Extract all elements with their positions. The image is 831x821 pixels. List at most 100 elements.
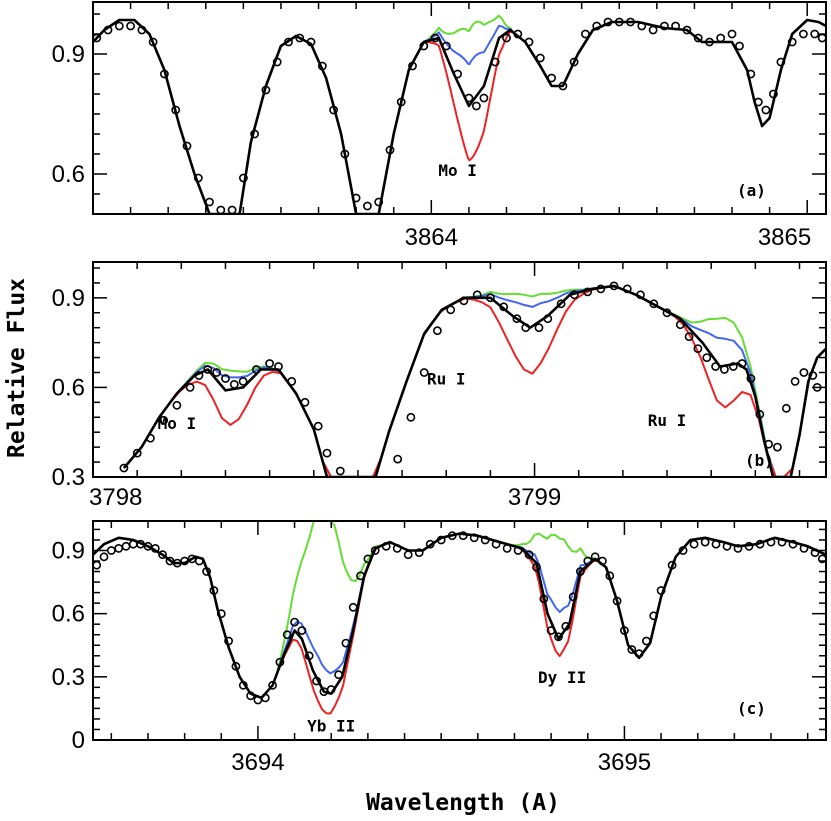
observed-data-point	[300, 397, 310, 407]
x-tick-label: 3695	[598, 749, 651, 776]
observed-data-point	[746, 69, 756, 79]
observed-data-point	[512, 314, 522, 324]
observed-data-point	[583, 556, 593, 566]
observed-data-point	[295, 33, 305, 43]
synth-no-element-line	[419, 14, 515, 50]
observed-data-point	[766, 537, 776, 547]
observed-data-point	[392, 544, 402, 553]
observed-data-point	[238, 680, 248, 690]
plot-frame	[92, 261, 827, 478]
y-tick-label: 0.6	[52, 161, 85, 188]
observed-data-point	[304, 651, 314, 661]
observed-data-point	[744, 541, 754, 551]
y-axis-label: Relative Flux	[4, 278, 30, 458]
observed-data-point	[627, 645, 637, 654]
observed-data-point	[132, 448, 142, 458]
observed-data-point	[406, 412, 416, 422]
observed-data-point	[769, 89, 778, 99]
observed-data-point	[716, 33, 726, 43]
observed-data-point	[556, 299, 566, 309]
observed-data-point	[385, 145, 395, 155]
observed-data-point	[313, 421, 323, 431]
line-annotation: Ru I	[648, 411, 687, 430]
observed-data-point	[810, 29, 820, 39]
observed-data-point	[419, 41, 429, 51]
observed-data-point	[275, 657, 285, 667]
observed-data-point	[159, 69, 169, 79]
observed-data-point	[684, 332, 694, 342]
observed-data-point	[172, 400, 182, 410]
observed-data-point	[414, 548, 424, 557]
observed-data-point	[137, 25, 147, 35]
observed-data-point	[229, 379, 239, 389]
observed-data-point	[700, 537, 710, 547]
x-tick-label: 3865	[758, 224, 811, 251]
observed-data-point	[374, 197, 384, 207]
observed-data-point	[524, 37, 534, 47]
observed-data-point	[513, 29, 523, 39]
observed-data-point	[182, 141, 192, 151]
observed-data-point	[393, 454, 403, 464]
observed-data-point	[261, 85, 271, 95]
observed-data-point	[561, 621, 571, 631]
y-tick-label: 0.3	[52, 464, 85, 491]
observed-data-point	[231, 661, 241, 671]
observed-data-point	[532, 562, 541, 572]
observed-data-point	[678, 546, 688, 555]
observed-data-point	[656, 586, 666, 595]
observed-data-point	[158, 550, 167, 560]
synth-no-element-line	[275, 521, 611, 676]
observed-data-point	[558, 81, 568, 91]
x-tick-label: 3799	[508, 484, 561, 511]
observed-data-point	[485, 293, 495, 303]
panel-label: (a)	[737, 181, 766, 200]
observed-data-point	[119, 463, 129, 473]
observed-data-point	[546, 626, 556, 635]
observed-data-point	[251, 365, 261, 374]
observed-data-point	[755, 409, 765, 419]
observed-data-point	[193, 173, 203, 183]
observed-data-point	[335, 466, 345, 476]
observed-data-point	[432, 326, 442, 336]
best-fit-synthesis-line	[122, 284, 826, 477]
observed-data-point	[711, 362, 720, 371]
observed-data-point	[761, 105, 771, 115]
observed-data-point	[430, 33, 440, 43]
observed-data-point	[799, 368, 809, 377]
observed-data-point	[221, 374, 230, 383]
observed-data-point	[649, 611, 659, 621]
observed-data-point	[626, 17, 635, 27]
observed-data-point	[480, 535, 490, 545]
observed-data-point	[274, 362, 283, 371]
observed-data-point	[238, 173, 248, 183]
observed-data-point	[777, 537, 787, 547]
observed-data-point	[185, 382, 195, 392]
observed-data-point	[568, 592, 578, 602]
observed-data-point	[408, 61, 417, 71]
observed-data-point	[773, 442, 782, 452]
observed-data-point	[524, 550, 534, 560]
observed-data-point	[103, 25, 113, 35]
observed-data-point	[539, 594, 549, 604]
observed-data-point	[722, 541, 732, 551]
observed-data-point	[596, 284, 606, 294]
plot-area	[93, 521, 826, 715]
observed-data-point	[581, 29, 590, 39]
observed-data-point	[446, 305, 456, 315]
observed-data-point	[341, 638, 351, 648]
observed-data-point	[370, 546, 380, 555]
observed-data-point	[667, 560, 677, 570]
observed-data-point	[205, 197, 214, 207]
observed-data-point	[148, 37, 158, 47]
observed-data-point	[603, 17, 613, 27]
observed-data-point	[753, 97, 763, 107]
observed-data-point	[348, 602, 358, 612]
observed-data-point	[150, 544, 160, 553]
y-tick-label: 0.9	[52, 285, 85, 312]
observed-data-point	[209, 586, 219, 595]
observed-data-point	[702, 353, 712, 362]
observed-data-point	[746, 374, 756, 383]
observed-data-point	[576, 567, 585, 576]
observed-data-point	[99, 552, 109, 562]
observed-data-point	[126, 21, 136, 31]
